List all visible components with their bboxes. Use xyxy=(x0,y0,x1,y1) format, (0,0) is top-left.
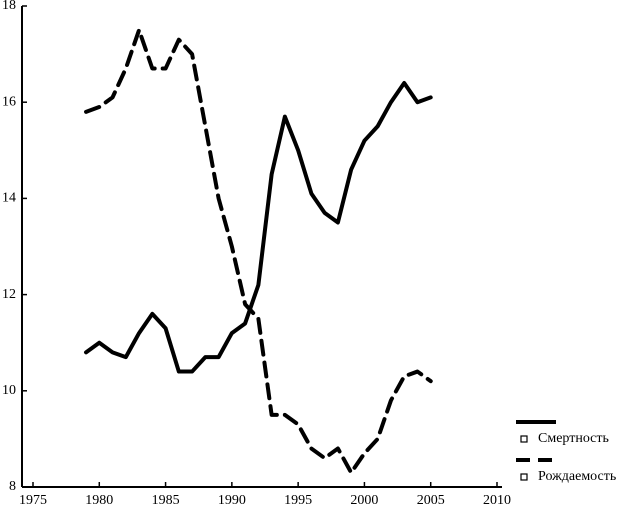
legend-label: Смертность xyxy=(538,431,609,446)
y-tick-label: 14 xyxy=(2,191,16,206)
x-tick-label: 2010 xyxy=(483,493,511,508)
x-tick-label: 1990 xyxy=(218,493,246,508)
y-tick-label: 18 xyxy=(2,0,16,13)
x-tick-label: 1980 xyxy=(85,493,113,508)
legend-icon xyxy=(520,435,528,443)
x-tick-label: 2000 xyxy=(350,493,378,508)
legend-icon xyxy=(520,473,528,481)
y-tick-label: 12 xyxy=(2,287,16,302)
x-tick-label: 1995 xyxy=(284,493,312,508)
x-tick-label: 1985 xyxy=(152,493,180,508)
x-tick-label: 1975 xyxy=(19,493,47,508)
series-line xyxy=(84,28,433,475)
series-line xyxy=(84,80,433,374)
legend-label: Рождаемость xyxy=(538,469,616,484)
x-tick-label: 2005 xyxy=(417,493,445,508)
y-tick-label: 16 xyxy=(2,94,16,109)
y-tick-label: 10 xyxy=(2,383,16,398)
y-tick-label: 8 xyxy=(9,479,16,494)
